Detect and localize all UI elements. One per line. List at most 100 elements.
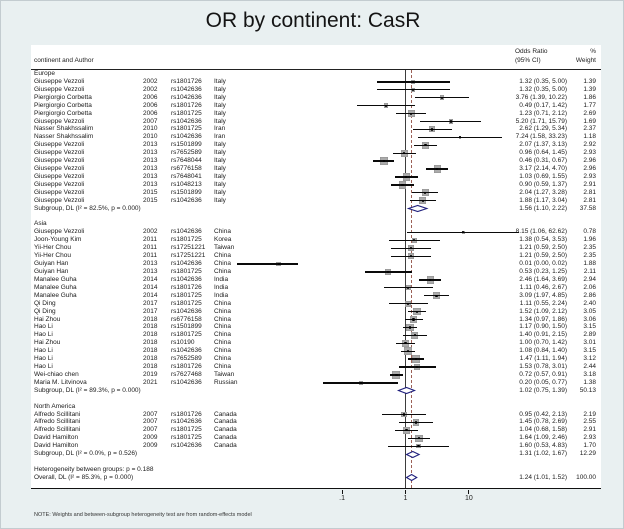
point-estimate-dot xyxy=(435,294,438,297)
study-country: Italy xyxy=(214,172,226,180)
study-or-ci: 3.76 (1.39, 10.22) xyxy=(515,93,567,101)
study-author: Guiyan Han xyxy=(34,260,69,268)
study-or-ci: 1.53 (0.78, 3.01) xyxy=(519,363,567,371)
study-author: Guiyan Han xyxy=(34,268,69,275)
study-snp: rs1501899 xyxy=(171,141,202,149)
study-snp: rs1801725 xyxy=(171,434,202,442)
study-weight: 2.93 xyxy=(583,149,596,157)
study-author: Piergiorgio Corbetta xyxy=(34,101,92,109)
study-author: Yii-Her Chou xyxy=(34,252,71,260)
study-or-ci: 1.52 (1.09, 2.12) xyxy=(519,307,567,315)
study-country: Italy xyxy=(214,157,226,165)
study-weight: 2.94 xyxy=(583,275,596,283)
study-or-ci: 1.64 (1.09, 2.46) xyxy=(519,434,567,442)
study-author: Giuseppe Vezzoli xyxy=(34,149,85,157)
study-weight: 2.37 xyxy=(583,125,596,133)
study-country: Italy xyxy=(214,77,226,85)
x-axis-tick-mark xyxy=(405,489,406,494)
overall-diamond xyxy=(405,474,418,482)
study-snp: rs1801725 xyxy=(171,109,202,117)
header-rule xyxy=(31,69,601,70)
study-year: 2014 xyxy=(143,283,158,291)
study-author: Wei-chiao chen xyxy=(34,370,79,378)
point-estimate-dot xyxy=(440,96,444,99)
chart-title: OR by continent: CasR xyxy=(205,9,421,32)
study-author: Qi Ding xyxy=(34,307,56,315)
study-weight: 0.78 xyxy=(583,228,596,236)
point-estimate-dot xyxy=(409,247,412,250)
study-country: Iran xyxy=(214,133,226,141)
study-weight: 2.06 xyxy=(583,283,596,291)
study-or-ci: 0.72 (0.57, 0.91) xyxy=(519,370,567,378)
point-estimate-dot xyxy=(386,270,390,274)
study-or-ci: 1.17 (0.90, 1.50) xyxy=(519,323,567,331)
study-snp: rs10190 xyxy=(171,339,195,347)
study-year: 2002 xyxy=(143,77,158,85)
study-year: 2013 xyxy=(143,141,158,149)
study-weight: 2.55 xyxy=(583,418,596,426)
study-weight: 3.01 xyxy=(583,339,596,347)
study-year: 2015 xyxy=(143,188,158,196)
study-author: Hai Zhou xyxy=(34,315,61,323)
study-snp: rs6776158 xyxy=(171,165,202,173)
study-or-ci: 0.20 (0.05, 0.77) xyxy=(519,378,567,386)
point-estimate-dot xyxy=(360,381,363,384)
study-year: 2011 xyxy=(143,244,157,252)
study-country: Italy xyxy=(214,93,226,101)
point-estimate-dot xyxy=(412,80,415,83)
study-weight: 2.81 xyxy=(583,196,596,204)
study-weight: 3.15 xyxy=(583,347,596,355)
point-estimate-dot xyxy=(410,112,413,115)
point-estimate-dot xyxy=(277,262,280,266)
study-weight: 2.93 xyxy=(583,172,596,180)
column-header-percent: % xyxy=(590,48,596,55)
study-weight: 1.69 xyxy=(583,117,596,125)
study-author: Giuseppe Vezzoli xyxy=(34,228,85,236)
point-estimate-dot xyxy=(384,104,387,107)
study-snp: rs7652589 xyxy=(171,355,202,363)
overall-weight: 100.00 xyxy=(576,473,596,481)
subgroup-weight: 50.13 xyxy=(579,386,596,394)
x-axis-tick-mark xyxy=(468,489,470,494)
study-country: China xyxy=(214,355,231,363)
study-snp: rs1801725 xyxy=(171,331,202,339)
study-year: 2009 xyxy=(143,442,158,450)
point-estimate-dot xyxy=(436,167,439,171)
study-snp: rs7648041 xyxy=(171,172,202,180)
study-year: 2018 xyxy=(143,331,158,339)
subgroup-or-ci: 1.31 (1.02, 1.67) xyxy=(519,450,567,458)
study-or-ci: 1.47 (1.11, 1.94) xyxy=(519,355,567,363)
study-snp: rs1801726 xyxy=(171,410,202,418)
study-author: Yii-Her Chou xyxy=(34,244,71,252)
point-estimate-dot xyxy=(414,421,417,424)
study-snp: rs1048213 xyxy=(171,180,202,188)
study-author: Qi Ding xyxy=(34,299,56,307)
study-year: 2011 xyxy=(143,236,157,244)
study-or-ci: 0.49 (0.17, 1.42) xyxy=(519,101,567,109)
study-country: China xyxy=(214,260,231,268)
study-year: 2013 xyxy=(143,180,158,188)
study-year: 2013 xyxy=(143,172,158,180)
study-author: Manalee Guha xyxy=(34,291,77,299)
study-snp: rs1042636 xyxy=(171,93,202,101)
study-snp: rs7652589 xyxy=(171,149,202,157)
study-weight: 1.77 xyxy=(583,101,596,109)
study-year: 2002 xyxy=(143,228,158,236)
study-year: 2014 xyxy=(143,275,158,283)
x-axis-tick-label: 1 xyxy=(403,495,408,502)
study-author: Manalee Guha xyxy=(34,283,77,291)
study-or-ci: 0.96 (0.64, 1.45) xyxy=(519,149,567,157)
study-or-ci: 1.11 (0.46, 2.67) xyxy=(519,283,567,291)
study-weight: 1.39 xyxy=(583,85,596,93)
study-snp: rs1042636 xyxy=(171,85,202,93)
study-snp: rs1801725 xyxy=(171,125,202,133)
study-author: Maria M. Litvinova xyxy=(34,378,87,386)
study-or-ci: 1.21 (0.59, 2.50) xyxy=(519,252,567,260)
study-country: Canada xyxy=(214,410,237,418)
study-weight: 3.12 xyxy=(583,355,596,363)
study-or-ci: 1.04 (0.68, 1.58) xyxy=(519,426,567,434)
study-country: Italy xyxy=(214,101,226,109)
study-or-ci: 1.08 (0.84, 1.40) xyxy=(519,347,567,355)
study-year: 2018 xyxy=(143,339,158,347)
